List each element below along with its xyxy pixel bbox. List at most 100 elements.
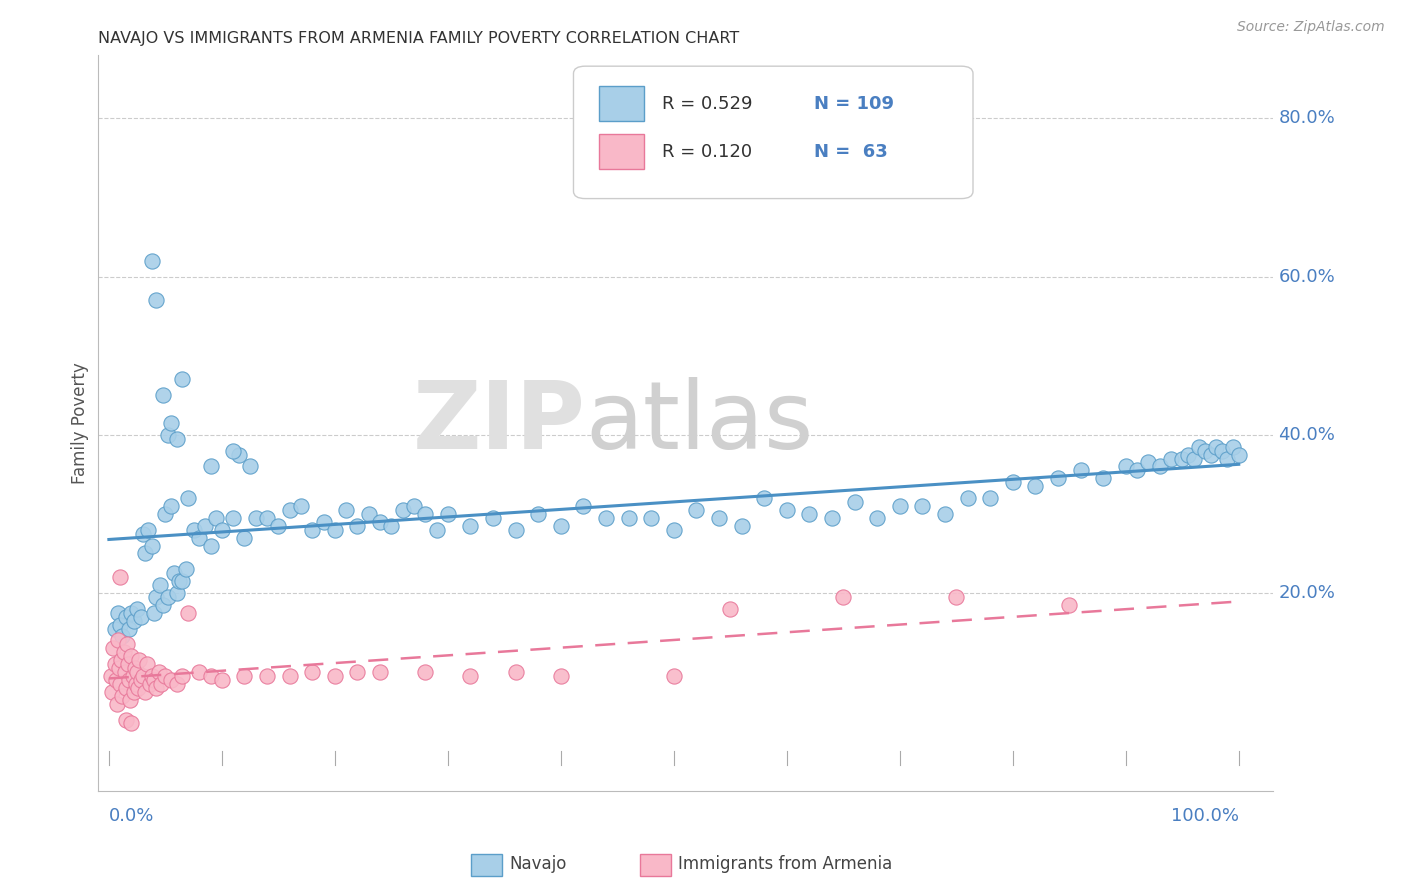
- Point: [103, 622, 125, 636]
- Point: [460, 518, 482, 533]
- Bar: [599, 86, 644, 121]
- Point: [111, 630, 134, 644]
- Point: [776, 503, 799, 517]
- Point: [120, 692, 142, 706]
- Point: [934, 507, 956, 521]
- Point: [156, 427, 179, 442]
- Point: [105, 697, 128, 711]
- Point: [335, 503, 357, 517]
- Point: [160, 499, 183, 513]
- Point: [143, 673, 166, 687]
- Text: 100.0%: 100.0%: [1171, 806, 1239, 824]
- Point: [1182, 451, 1205, 466]
- Point: [821, 511, 844, 525]
- Point: [188, 531, 211, 545]
- Point: [527, 507, 550, 521]
- Point: [368, 515, 391, 529]
- Text: 60.0%: 60.0%: [1278, 268, 1336, 285]
- Point: [911, 499, 934, 513]
- Point: [138, 677, 160, 691]
- Point: [177, 491, 200, 505]
- Point: [149, 578, 172, 592]
- Point: [662, 669, 685, 683]
- Point: [413, 665, 436, 679]
- Point: [110, 653, 132, 667]
- Point: [104, 673, 127, 687]
- Point: [1171, 451, 1194, 466]
- Text: NAVAJO VS IMMIGRANTS FROM ARMENIA FAMILY POVERTY CORRELATION CHART: NAVAJO VS IMMIGRANTS FROM ARMENIA FAMILY…: [98, 31, 740, 46]
- Point: [145, 293, 167, 308]
- Point: [172, 574, 194, 588]
- Point: [1216, 451, 1239, 466]
- Point: [127, 602, 149, 616]
- Point: [1205, 440, 1227, 454]
- Point: [1126, 463, 1149, 477]
- Point: [685, 503, 707, 517]
- Point: [1070, 463, 1092, 477]
- Point: [160, 673, 183, 687]
- Point: [290, 499, 312, 513]
- Point: [138, 523, 160, 537]
- Point: [832, 590, 855, 604]
- Point: [155, 507, 177, 521]
- Text: Source: ZipAtlas.com: Source: ZipAtlas.com: [1237, 20, 1385, 34]
- Point: [346, 518, 368, 533]
- Point: [799, 507, 821, 521]
- Text: 20.0%: 20.0%: [1278, 584, 1336, 602]
- Point: [1059, 598, 1081, 612]
- Point: [256, 669, 278, 683]
- Text: N = 109: N = 109: [814, 95, 894, 113]
- Point: [233, 669, 256, 683]
- Point: [127, 665, 149, 679]
- Point: [200, 669, 222, 683]
- Point: [127, 681, 149, 695]
- Point: [121, 649, 143, 664]
- Point: [155, 669, 177, 683]
- Point: [256, 511, 278, 525]
- Point: [368, 665, 391, 679]
- Point: [108, 677, 131, 691]
- Point: [505, 665, 527, 679]
- Point: [103, 657, 125, 672]
- Point: [107, 633, 129, 648]
- Point: [707, 511, 730, 525]
- Point: [163, 566, 186, 581]
- Point: [945, 590, 967, 604]
- Text: Navajo: Navajo: [509, 855, 567, 873]
- Point: [413, 507, 436, 521]
- Point: [114, 681, 136, 695]
- Point: [505, 523, 527, 537]
- Point: [118, 673, 141, 687]
- Point: [200, 459, 222, 474]
- Point: [1177, 448, 1199, 462]
- Point: [346, 665, 368, 679]
- Point: [1024, 479, 1046, 493]
- Point: [572, 499, 595, 513]
- Point: [222, 511, 245, 525]
- Point: [114, 713, 136, 727]
- Point: [222, 443, 245, 458]
- Point: [233, 531, 256, 545]
- Point: [114, 609, 136, 624]
- Point: [460, 669, 482, 683]
- Point: [141, 539, 163, 553]
- Y-axis label: Family Poverty: Family Poverty: [72, 362, 89, 483]
- Point: [211, 673, 233, 687]
- Point: [141, 253, 163, 268]
- Point: [1160, 451, 1182, 466]
- Point: [132, 526, 155, 541]
- Point: [118, 622, 141, 636]
- Point: [402, 499, 425, 513]
- Point: [117, 657, 139, 672]
- Point: [148, 665, 170, 679]
- Point: [662, 523, 685, 537]
- Point: [1194, 443, 1216, 458]
- Point: [200, 539, 222, 553]
- Point: [595, 511, 617, 525]
- Point: [122, 614, 145, 628]
- Point: [108, 661, 131, 675]
- Point: [128, 653, 150, 667]
- Point: [160, 416, 183, 430]
- Point: [205, 511, 228, 525]
- Point: [115, 637, 138, 651]
